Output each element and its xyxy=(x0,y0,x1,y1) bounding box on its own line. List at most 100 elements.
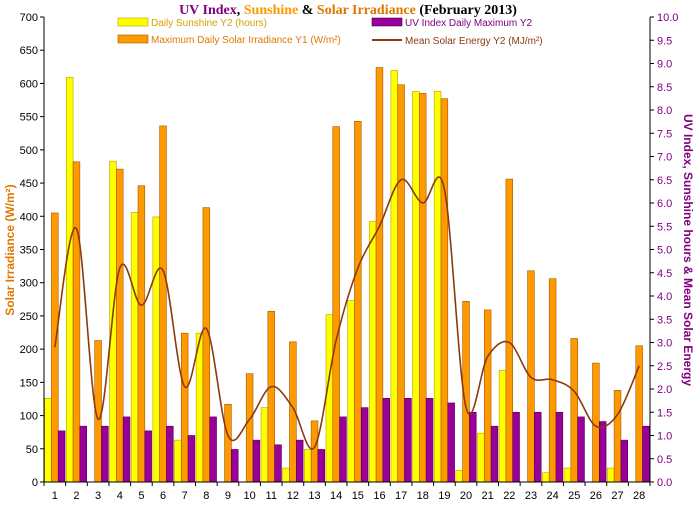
bar-uv-index-daily-maximum-y2 xyxy=(57,430,66,483)
x-tick-label: 7 xyxy=(182,490,188,502)
bar-maximum-daily-solar-irradiance-y1-w-m xyxy=(483,309,492,483)
bar-maximum-daily-solar-irradiance-y1-w-m xyxy=(354,120,362,483)
bar-daily-sunshine-y2-hours xyxy=(607,467,615,483)
title-part: (February 2013) xyxy=(416,3,517,18)
bar-uv-index-daily-maximum-y2 xyxy=(382,397,390,483)
title-part: Solar Irradiance xyxy=(317,3,416,18)
bar-uv-index-daily-maximum-y2 xyxy=(209,416,217,483)
y-tick-right-label: 6.5 xyxy=(657,175,672,187)
y-tick-left-label: 350 xyxy=(20,245,38,257)
bar-maximum-daily-solar-irradiance-y1-w-m xyxy=(116,168,124,483)
x-tick-label: 12 xyxy=(287,490,299,502)
bar-maximum-daily-solar-irradiance-y1-w-m xyxy=(332,126,340,483)
bar-maximum-daily-solar-irradiance-y1-w-m xyxy=(375,67,384,483)
bar-uv-index-daily-maximum-y2 xyxy=(642,425,650,483)
y-tick-right-label: 1.0 xyxy=(657,431,672,443)
bar-uv-index-daily-maximum-y2 xyxy=(187,435,196,483)
x-tick-label: 16 xyxy=(373,490,385,502)
y-tick-right-label: 4.0 xyxy=(657,291,672,303)
bar-daily-sunshine-y2-hours xyxy=(368,221,377,483)
x-tick-label: 28 xyxy=(633,490,645,502)
x-tick-label: 6 xyxy=(160,490,166,502)
legend-label-solar-energy: Mean Solar Energy Y2 (MJ/m²) xyxy=(405,36,543,47)
y-tick-right-label: 6.0 xyxy=(657,198,672,210)
y-tick-right-label: 9.5 xyxy=(657,35,672,47)
x-tick-label: 21 xyxy=(482,490,494,502)
legend-label-uv: UV Index Daily Maximum Y2 xyxy=(405,18,533,29)
legend-label-sunshine: Daily Sunshine Y2 (hours) xyxy=(151,18,267,29)
y-tick-right-label: 3.0 xyxy=(657,338,672,350)
y-tick-left-label: 500 xyxy=(20,145,38,157)
y-tick-right-label: 3.5 xyxy=(657,314,672,326)
x-tick-label: 3 xyxy=(95,490,101,502)
legend: Daily Sunshine Y2 (hours) Maximum Daily … xyxy=(117,17,543,47)
bar-maximum-daily-solar-irradiance-y1-w-m xyxy=(159,125,167,483)
bar-daily-sunshine-y2-hours xyxy=(412,91,420,483)
x-tick-label: 13 xyxy=(308,490,320,502)
x-tick-label: 25 xyxy=(568,490,580,502)
y-tick-right-label: 4.5 xyxy=(657,268,672,280)
y-tick-right-label: 7.0 xyxy=(657,152,672,164)
legend-swatch-uv xyxy=(371,17,403,27)
title-part: & xyxy=(298,3,317,18)
bar-uv-index-daily-maximum-y2 xyxy=(534,411,542,483)
bar-maximum-daily-solar-irradiance-y1-w-m xyxy=(51,212,59,483)
bar-uv-index-daily-maximum-y2 xyxy=(101,425,109,483)
legend-swatch-sunshine xyxy=(117,17,149,27)
bar-maximum-daily-solar-irradiance-y1-w-m xyxy=(505,178,514,483)
y-tick-left-label: 450 xyxy=(20,178,38,190)
y-axis-left: 0 50 100 150 200 250 300 350 400 450 500 550 600 650 7… xyxy=(20,12,44,489)
y-tick-right-label: 7.5 xyxy=(657,128,672,140)
x-axis: 1 2 3 4 5 6 7 8 9 10 11 12 13 14 15 16 17 18 19 20 21 22 23 24 2… xyxy=(43,482,651,502)
y-tick-left-label: 550 xyxy=(20,112,38,124)
bar-uv-index-daily-maximum-y2 xyxy=(425,397,434,483)
y-tick-right-label: 2.5 xyxy=(657,361,672,373)
bar-daily-sunshine-y2-hours xyxy=(109,160,117,483)
y-tick-right-label: 10.0 xyxy=(657,12,678,24)
bar-daily-sunshine-y2-hours xyxy=(304,449,312,483)
chart-title: UV Index, Sunshine & Solar Irradiance (F… xyxy=(179,3,517,18)
bar-uv-index-daily-maximum-y2 xyxy=(620,439,629,483)
bar-daily-sunshine-y2-hours xyxy=(542,472,550,483)
bar-maximum-daily-solar-irradiance-y1-w-m xyxy=(613,390,622,483)
y-tick-right-label: 1.5 xyxy=(657,407,672,419)
x-tick-label: 2 xyxy=(73,490,79,502)
bar-maximum-daily-solar-irradiance-y1-w-m xyxy=(224,403,232,483)
bar-uv-index-daily-maximum-y2 xyxy=(79,425,87,483)
bar-maximum-daily-solar-irradiance-y1-w-m xyxy=(440,98,449,483)
x-tick-label: 5 xyxy=(138,490,144,502)
bar-maximum-daily-solar-irradiance-y1-w-m xyxy=(137,185,146,483)
bar-daily-sunshine-y2-hours xyxy=(174,439,182,483)
bar-daily-sunshine-y2-hours xyxy=(325,314,334,483)
y-tick-right-label: 0.0 xyxy=(657,477,672,489)
bar-daily-sunshine-y2-hours xyxy=(433,91,442,483)
x-tick-label: 18 xyxy=(417,490,429,502)
y-axis-right-title: UV Index, Sunshine hours & Mean Solar En… xyxy=(681,114,695,386)
y-tick-right-label: 5.5 xyxy=(657,221,672,233)
title-part: , xyxy=(237,3,244,18)
bar-maximum-daily-solar-irradiance-y1-w-m xyxy=(267,310,275,483)
y-tick-left-label: 50 xyxy=(26,444,38,456)
bar-maximum-daily-solar-irradiance-y1-w-m xyxy=(592,362,600,483)
bar-daily-sunshine-y2-hours xyxy=(260,407,269,483)
bar-uv-index-daily-maximum-y2 xyxy=(469,411,477,483)
y-axis-left-title: Solar Irradiance (W/m²) xyxy=(3,184,17,315)
x-tick-label: 10 xyxy=(243,490,255,502)
bar-maximum-daily-solar-irradiance-y1-w-m xyxy=(180,332,189,483)
y-tick-left-label: 100 xyxy=(20,411,38,423)
y-tick-left-label: 150 xyxy=(20,377,38,389)
legend-label-irradiance: Maximum Daily Solar Irradiance Y1 (W/m²) xyxy=(151,35,341,46)
y-tick-left-label: 400 xyxy=(20,211,38,223)
bar-uv-index-daily-maximum-y2 xyxy=(577,416,585,483)
y-tick-left-label: 700 xyxy=(20,12,38,24)
bar-uv-index-daily-maximum-y2 xyxy=(339,416,347,483)
bar-maximum-daily-solar-irradiance-y1-w-m xyxy=(419,93,427,483)
x-tick-label: 20 xyxy=(460,490,472,502)
y-tick-left-label: 650 xyxy=(20,45,38,57)
bar-daily-sunshine-y2-hours xyxy=(195,332,204,483)
plot-frame xyxy=(43,17,651,483)
y-tick-left-label: 200 xyxy=(20,344,38,356)
bar-uv-index-daily-maximum-y2 xyxy=(295,439,304,483)
bar-daily-sunshine-y2-hours xyxy=(65,77,74,483)
